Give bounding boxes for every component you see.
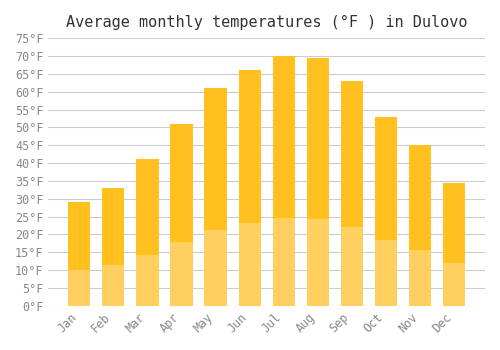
Bar (238, 223, 260, 306)
Bar (306, 219, 329, 306)
Bar (443, 183, 465, 306)
Bar (68, 202, 90, 306)
Bar (409, 145, 431, 306)
Bar (136, 160, 158, 306)
Bar (204, 88, 227, 306)
Bar (238, 70, 260, 306)
Bar (409, 250, 431, 306)
Bar (272, 218, 295, 306)
Bar (170, 242, 192, 306)
Bar (306, 58, 329, 306)
Bar (68, 270, 90, 306)
Bar (341, 227, 363, 306)
Bar (102, 188, 124, 306)
Bar (204, 230, 227, 306)
Bar (341, 81, 363, 306)
Bar (375, 240, 397, 306)
Bar (272, 56, 295, 306)
Bar (136, 254, 158, 306)
Bar (102, 265, 124, 306)
Bar (375, 117, 397, 306)
Bar (443, 263, 465, 306)
Title: Average monthly temperatures (°F ) in Dulovo: Average monthly temperatures (°F ) in Du… (66, 15, 468, 30)
Bar (170, 124, 192, 306)
